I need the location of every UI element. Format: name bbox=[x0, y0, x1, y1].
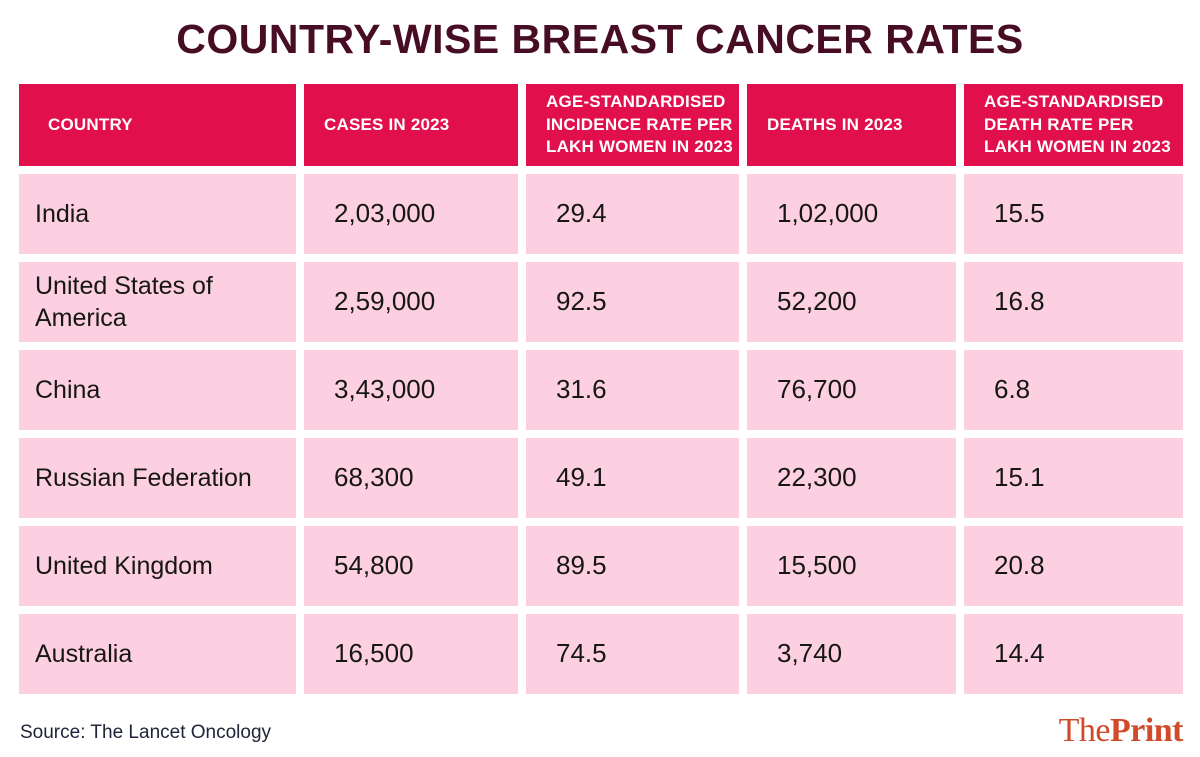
data-table: COUNTRY CASES IN 2023 AGE-STANDARDISED I… bbox=[19, 84, 1183, 694]
cell-incidence-rate: 49.1 bbox=[526, 438, 739, 518]
column-header-incidence-rate: AGE-STANDARDISED INCIDENCE RATE PER LAKH… bbox=[526, 84, 739, 166]
column-header-cases: CASES IN 2023 bbox=[304, 84, 518, 166]
cell-cases: 54,800 bbox=[304, 526, 518, 606]
cell-deaths: 52,200 bbox=[747, 262, 956, 342]
cell-cases: 2,59,000 bbox=[304, 262, 518, 342]
cell-incidence-rate: 89.5 bbox=[526, 526, 739, 606]
cell-death-rate: 15.5 bbox=[964, 174, 1183, 254]
theprint-logo-print: Print bbox=[1109, 712, 1184, 749]
cell-deaths: 76,700 bbox=[747, 350, 956, 430]
cell-country: United Kingdom bbox=[19, 526, 296, 606]
cell-death-rate: 15.1 bbox=[964, 438, 1183, 518]
cell-incidence-rate: 74.5 bbox=[526, 614, 739, 694]
column-header-deaths: DEATHS IN 2023 bbox=[747, 84, 956, 166]
cell-deaths: 22,300 bbox=[747, 438, 956, 518]
cell-incidence-rate: 92.5 bbox=[526, 262, 739, 342]
cell-country: Australia bbox=[19, 614, 296, 694]
column-header-country: COUNTRY bbox=[19, 84, 296, 166]
cell-incidence-rate: 29.4 bbox=[526, 174, 739, 254]
cell-cases: 2,03,000 bbox=[304, 174, 518, 254]
cell-incidence-rate: 31.6 bbox=[526, 350, 739, 430]
page-title: COUNTRY-WISE BREAST CANCER RATES bbox=[176, 16, 1024, 62]
cell-death-rate: 20.8 bbox=[964, 526, 1183, 606]
cell-death-rate: 16.8 bbox=[964, 262, 1183, 342]
cell-deaths: 15,500 bbox=[747, 526, 956, 606]
cell-deaths: 1,02,000 bbox=[747, 174, 956, 254]
theprint-logo: ThePrint bbox=[1058, 712, 1184, 750]
cell-death-rate: 6.8 bbox=[964, 350, 1183, 430]
theprint-logo-the: The bbox=[1058, 712, 1111, 749]
cell-death-rate: 14.4 bbox=[964, 614, 1183, 694]
cell-country: United States of America bbox=[19, 262, 296, 342]
cell-cases: 16,500 bbox=[304, 614, 518, 694]
cell-cases: 3,43,000 bbox=[304, 350, 518, 430]
column-header-death-rate: AGE-STANDARDISED DEATH RATE PER LAKH WOM… bbox=[964, 84, 1183, 166]
cell-deaths: 3,740 bbox=[747, 614, 956, 694]
source-note: Source: The Lancet Oncology bbox=[20, 722, 272, 743]
cell-country: China bbox=[19, 350, 296, 430]
cell-country: India bbox=[19, 174, 296, 254]
cell-country: Russian Federation bbox=[19, 438, 296, 518]
cell-cases: 68,300 bbox=[304, 438, 518, 518]
